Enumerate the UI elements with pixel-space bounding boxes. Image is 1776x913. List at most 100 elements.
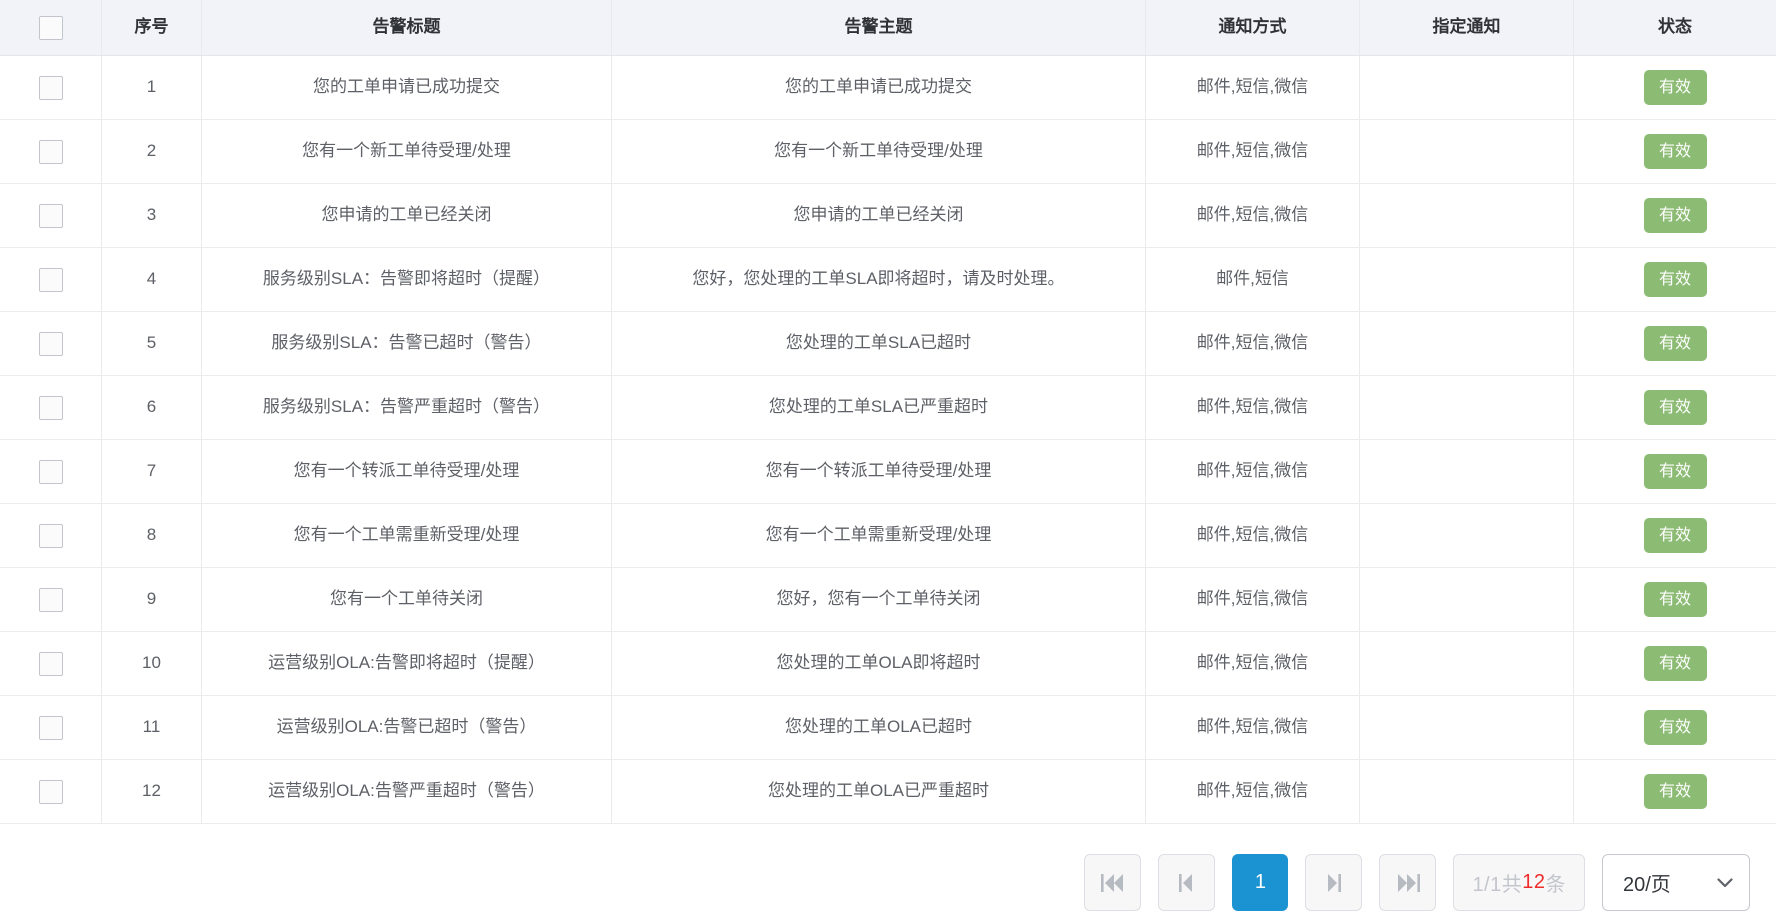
row-cell-checkbox bbox=[0, 56, 102, 119]
row-checkbox[interactable] bbox=[38, 75, 63, 100]
status-badge: 有效 bbox=[1643, 70, 1707, 105]
row-cell-assigned-notify bbox=[1360, 120, 1574, 183]
row-checkbox[interactable] bbox=[38, 267, 63, 292]
row-cell-index: 8 bbox=[102, 504, 202, 567]
status-badge: 有效 bbox=[1643, 198, 1707, 233]
alert-table: 序号 告警标题 告警主题 通知方式 指定通知 状态 1 您的工单申请已成功提交 … bbox=[0, 0, 1776, 824]
row-cell-assigned-notify bbox=[1360, 184, 1574, 247]
row-checkbox[interactable] bbox=[38, 587, 63, 612]
row-cell-subject: 您好，您有一个工单待关闭 bbox=[612, 568, 1146, 631]
row-checkbox[interactable] bbox=[38, 459, 63, 484]
row-cell-checkbox bbox=[0, 504, 102, 567]
row-cell-title: 运营级别OLA:告警已超时（警告） bbox=[202, 696, 612, 759]
status-badge: 有效 bbox=[1643, 518, 1707, 553]
last-page-button[interactable] bbox=[1379, 854, 1437, 911]
row-cell-status: 有效 bbox=[1574, 56, 1776, 119]
table-row: 5 服务级别SLA：告警已超时（警告） 您处理的工单SLA已超时 邮件,短信,微… bbox=[0, 312, 1776, 376]
prev-page-button[interactable] bbox=[1158, 854, 1216, 911]
row-cell-title: 您有一个工单需重新受理/处理 bbox=[202, 504, 612, 567]
table-body: 1 您的工单申请已成功提交 您的工单申请已成功提交 邮件,短信,微信 有效 2 … bbox=[0, 56, 1776, 824]
row-cell-assigned-notify bbox=[1360, 312, 1574, 375]
row-cell-notify-method: 邮件,短信,微信 bbox=[1146, 504, 1360, 567]
row-cell-notify-method: 邮件,短信,微信 bbox=[1146, 312, 1360, 375]
status-badge: 有效 bbox=[1643, 582, 1707, 617]
row-cell-checkbox bbox=[0, 440, 102, 503]
next-page-button[interactable] bbox=[1305, 854, 1363, 911]
table-row: 8 您有一个工单需重新受理/处理 您有一个工单需重新受理/处理 邮件,短信,微信… bbox=[0, 504, 1776, 568]
row-checkbox[interactable] bbox=[38, 779, 63, 804]
row-cell-subject: 您处理的工单OLA已严重超时 bbox=[612, 760, 1146, 823]
row-cell-status: 有效 bbox=[1574, 440, 1776, 503]
row-checkbox[interactable] bbox=[38, 651, 63, 676]
row-cell-assigned-notify bbox=[1360, 376, 1574, 439]
row-cell-assigned-notify bbox=[1360, 632, 1574, 695]
table-header-row: 序号 告警标题 告警主题 通知方式 指定通知 状态 bbox=[0, 0, 1776, 56]
row-checkbox[interactable] bbox=[38, 139, 63, 164]
row-cell-title: 服务级别SLA：告警已超时（警告） bbox=[202, 312, 612, 375]
header-cell-subject: 告警主题 bbox=[612, 0, 1146, 55]
row-cell-status: 有效 bbox=[1574, 248, 1776, 311]
table-row: 4 服务级别SLA：告警即将超时（提醒） 您好，您处理的工单SLA即将超时，请及… bbox=[0, 248, 1776, 312]
row-cell-assigned-notify bbox=[1360, 440, 1574, 503]
row-cell-subject: 您申请的工单已经关闭 bbox=[612, 184, 1146, 247]
page-size-select[interactable]: 20/页 bbox=[1602, 854, 1750, 911]
row-cell-status: 有效 bbox=[1574, 120, 1776, 183]
header-cell-index: 序号 bbox=[102, 0, 202, 55]
row-cell-index: 6 bbox=[102, 376, 202, 439]
row-cell-assigned-notify bbox=[1360, 696, 1574, 759]
row-cell-assigned-notify bbox=[1360, 248, 1574, 311]
pagination-total-count: 12 bbox=[1522, 871, 1546, 893]
row-cell-index: 10 bbox=[102, 632, 202, 695]
chevron-down-icon bbox=[1717, 877, 1733, 887]
header-cell-checkbox bbox=[0, 0, 102, 55]
status-badge: 有效 bbox=[1643, 710, 1707, 745]
row-checkbox[interactable] bbox=[38, 395, 63, 420]
row-cell-subject: 您有一个工单需重新受理/处理 bbox=[612, 504, 1146, 567]
pagination-bar: 1 1/1共 12 条 20/页 bbox=[0, 854, 1776, 911]
row-cell-notify-method: 邮件,短信,微信 bbox=[1146, 440, 1360, 503]
row-cell-index: 2 bbox=[102, 120, 202, 183]
row-checkbox[interactable] bbox=[38, 203, 63, 228]
pagination-info: 1/1共 12 条 bbox=[1453, 854, 1585, 911]
row-cell-subject: 您处理的工单SLA已严重超时 bbox=[612, 376, 1146, 439]
status-badge: 有效 bbox=[1643, 774, 1707, 809]
row-cell-title: 您的工单申请已成功提交 bbox=[202, 56, 612, 119]
row-cell-assigned-notify bbox=[1360, 56, 1574, 119]
row-cell-status: 有效 bbox=[1574, 184, 1776, 247]
row-cell-title: 运营级别OLA:告警严重超时（警告） bbox=[202, 760, 612, 823]
row-cell-checkbox bbox=[0, 312, 102, 375]
table-row: 7 您有一个转派工单待受理/处理 您有一个转派工单待受理/处理 邮件,短信,微信… bbox=[0, 440, 1776, 504]
row-cell-index: 1 bbox=[102, 56, 202, 119]
next-page-icon bbox=[1328, 873, 1342, 892]
row-cell-subject: 您处理的工单SLA已超时 bbox=[612, 312, 1146, 375]
prev-page-icon bbox=[1179, 873, 1193, 892]
row-checkbox[interactable] bbox=[38, 523, 63, 548]
table-row: 2 您有一个新工单待受理/处理 您有一个新工单待受理/处理 邮件,短信,微信 有… bbox=[0, 120, 1776, 184]
header-cell-assigned-notify: 指定通知 bbox=[1360, 0, 1574, 55]
row-cell-subject: 您处理的工单OLA即将超时 bbox=[612, 632, 1146, 695]
table-row: 10 运营级别OLA:告警即将超时（提醒） 您处理的工单OLA即将超时 邮件,短… bbox=[0, 632, 1776, 696]
row-cell-title: 您有一个转派工单待受理/处理 bbox=[202, 440, 612, 503]
row-cell-status: 有效 bbox=[1574, 376, 1776, 439]
row-cell-checkbox bbox=[0, 184, 102, 247]
row-cell-checkbox bbox=[0, 632, 102, 695]
status-badge: 有效 bbox=[1643, 326, 1707, 361]
row-checkbox[interactable] bbox=[38, 715, 63, 740]
row-cell-title: 您有一个工单待关闭 bbox=[202, 568, 612, 631]
row-cell-index: 12 bbox=[102, 760, 202, 823]
row-cell-notify-method: 邮件,短信,微信 bbox=[1146, 56, 1360, 119]
select-all-checkbox[interactable] bbox=[38, 15, 63, 40]
row-cell-status: 有效 bbox=[1574, 568, 1776, 631]
row-cell-checkbox bbox=[0, 760, 102, 823]
pagination-info-suffix: 条 bbox=[1545, 874, 1566, 896]
row-cell-checkbox bbox=[0, 696, 102, 759]
status-badge: 有效 bbox=[1643, 646, 1707, 681]
status-badge: 有效 bbox=[1643, 454, 1707, 489]
last-page-icon bbox=[1397, 873, 1420, 892]
header-cell-status: 状态 bbox=[1658, 17, 1692, 37]
page-size-value: 20/页 bbox=[1623, 874, 1671, 896]
page-button-1[interactable]: 1 bbox=[1232, 854, 1289, 911]
first-page-button[interactable] bbox=[1084, 854, 1142, 911]
row-checkbox[interactable] bbox=[38, 331, 63, 356]
row-cell-notify-method: 邮件,短信 bbox=[1146, 248, 1360, 311]
